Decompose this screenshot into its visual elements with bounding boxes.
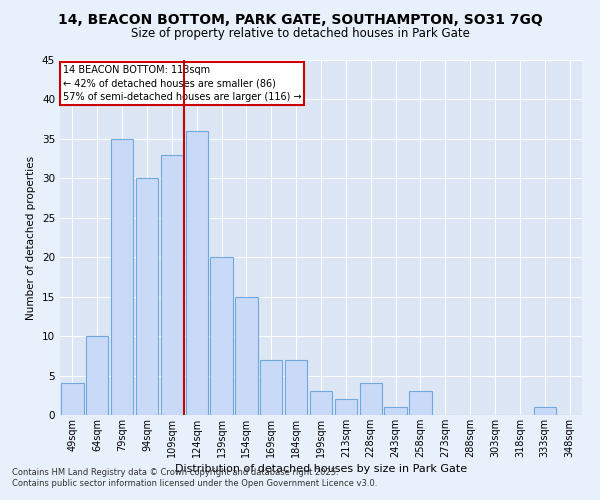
Bar bbox=[533, 407, 556, 415]
X-axis label: Distribution of detached houses by size in Park Gate: Distribution of detached houses by size … bbox=[175, 464, 467, 474]
Y-axis label: Number of detached properties: Number of detached properties bbox=[26, 156, 37, 320]
Bar bbox=[385, 407, 407, 415]
Bar bbox=[359, 384, 382, 415]
Bar bbox=[185, 131, 208, 415]
Bar bbox=[61, 384, 83, 415]
Bar bbox=[235, 296, 257, 415]
Text: 14 BEACON BOTTOM: 113sqm
← 42% of detached houses are smaller (86)
57% of semi-d: 14 BEACON BOTTOM: 113sqm ← 42% of detach… bbox=[62, 66, 301, 102]
Bar bbox=[260, 360, 283, 415]
Bar bbox=[136, 178, 158, 415]
Text: 14, BEACON BOTTOM, PARK GATE, SOUTHAMPTON, SO31 7GQ: 14, BEACON BOTTOM, PARK GATE, SOUTHAMPTO… bbox=[58, 12, 542, 26]
Bar bbox=[211, 257, 233, 415]
Bar bbox=[409, 392, 431, 415]
Bar bbox=[111, 139, 133, 415]
Bar bbox=[86, 336, 109, 415]
Bar bbox=[161, 154, 183, 415]
Bar bbox=[285, 360, 307, 415]
Bar bbox=[335, 399, 357, 415]
Text: Size of property relative to detached houses in Park Gate: Size of property relative to detached ho… bbox=[131, 28, 469, 40]
Bar bbox=[310, 392, 332, 415]
Text: Contains HM Land Registry data © Crown copyright and database right 2025.
Contai: Contains HM Land Registry data © Crown c… bbox=[12, 468, 377, 487]
